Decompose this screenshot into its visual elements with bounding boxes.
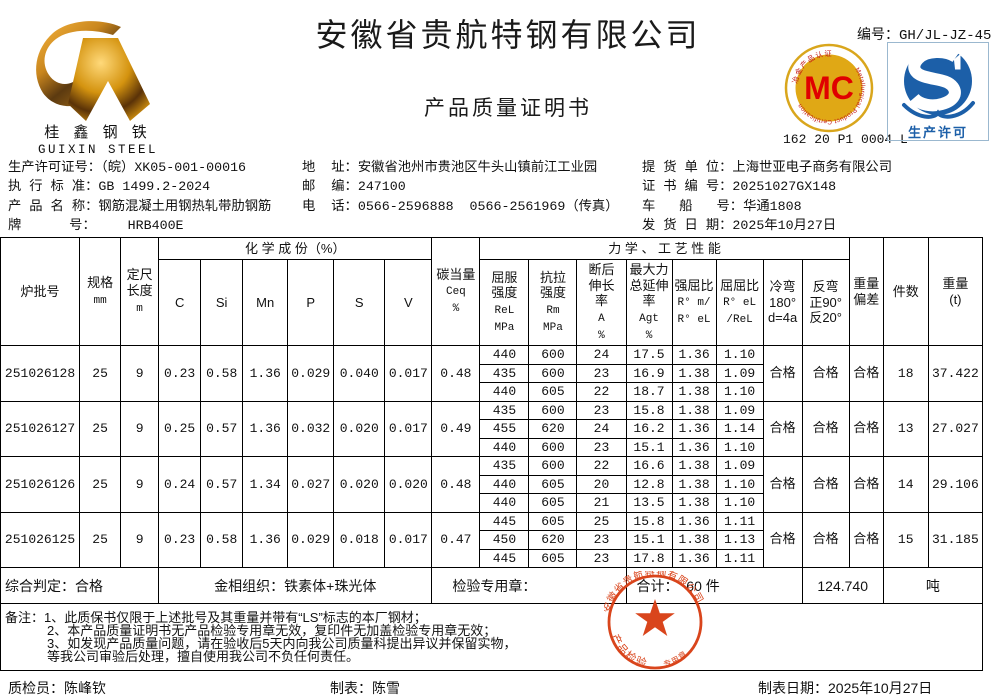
svg-text:MC: MC <box>804 70 854 106</box>
svg-text:专用章: 专用章 <box>662 648 689 669</box>
svg-text:产品检验: 产品检验 <box>608 632 650 671</box>
